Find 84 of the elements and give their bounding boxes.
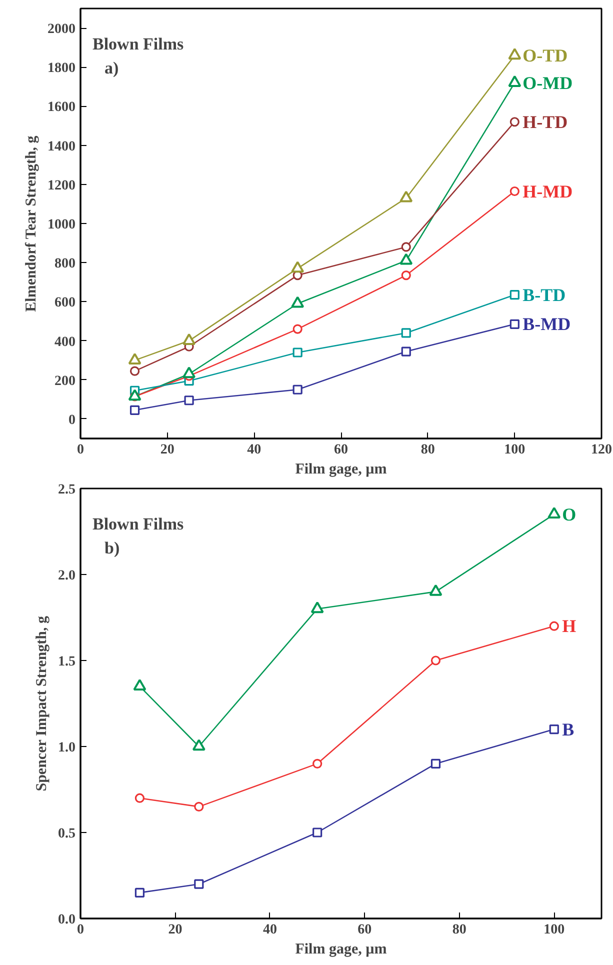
x-tick-label: 40	[247, 442, 262, 458]
x-tick-label: 80	[420, 442, 435, 458]
point	[130, 405, 140, 415]
x-tick-label: 100	[544, 922, 565, 938]
series-label: H	[562, 616, 576, 636]
point	[182, 333, 196, 345]
x-tick-label: 40	[262, 922, 277, 938]
point	[128, 389, 142, 401]
x-axis-title: Film gage, µm	[295, 942, 388, 958]
y-tick-label: 800	[54, 256, 76, 272]
point	[184, 396, 194, 406]
point	[401, 242, 411, 252]
point	[510, 290, 520, 300]
point	[194, 879, 204, 889]
y-tick-label: 1600	[48, 100, 76, 116]
y-tick-label: 0.0	[58, 912, 76, 928]
point	[134, 888, 145, 898]
y-axis-title: Elmendorf Tear Strength, g	[24, 135, 40, 312]
x-tick-label: 60	[358, 922, 372, 938]
point	[194, 802, 204, 812]
series-label: H-TD	[522, 112, 568, 132]
y-tick-label: 1000	[48, 218, 76, 232]
series-label: B-MD	[522, 314, 571, 334]
x-tick-label: 80	[452, 922, 466, 938]
x-tick-label: 100	[504, 442, 526, 458]
x-tick-label: 20	[160, 442, 174, 458]
x-axis-title: Film gage, µm	[295, 462, 388, 478]
point	[292, 384, 302, 394]
point	[429, 584, 442, 596]
point	[548, 506, 561, 518]
point	[430, 758, 441, 768]
series-label: O-TD	[522, 45, 568, 66]
x-tick-label: 120	[591, 442, 612, 458]
y-tick-label: 1.0	[58, 740, 76, 756]
point	[549, 724, 559, 734]
point	[291, 296, 304, 308]
x-tick-label: 60	[334, 442, 348, 458]
series-label: B	[562, 719, 574, 740]
point	[292, 324, 302, 334]
point	[510, 186, 520, 196]
y-tick-label: 1800	[48, 61, 76, 76]
point	[401, 270, 411, 280]
y-tick-label: 2000	[48, 22, 76, 38]
point	[134, 793, 145, 803]
point	[192, 739, 206, 751]
point	[291, 261, 304, 273]
y-tick-label: 0.5	[58, 826, 76, 842]
y-tick-label: 1.5	[58, 654, 76, 670]
y-tick-label: 0	[68, 412, 76, 428]
point	[508, 75, 522, 87]
y-tick-label: 1400	[48, 139, 76, 154]
point	[128, 352, 142, 364]
series-label: O	[562, 504, 576, 524]
point	[401, 346, 411, 356]
point	[430, 656, 441, 666]
series-label: O-MD	[522, 72, 573, 93]
point	[510, 319, 520, 329]
series-label: H-MD	[522, 181, 573, 202]
y-tick-label: 200	[54, 374, 76, 389]
y-tick-label: 2.5	[58, 482, 76, 498]
y-tick-label: 400	[54, 334, 76, 350]
y-tick-label: 2.0	[58, 568, 76, 584]
point	[182, 366, 196, 378]
y-axis-title: Spencer Impact Strength, g	[34, 616, 50, 792]
point	[312, 758, 322, 768]
point	[133, 678, 146, 690]
point	[510, 117, 520, 127]
series-label: B-TD	[522, 284, 566, 305]
point	[312, 828, 322, 838]
annotation: a)	[104, 58, 119, 78]
point	[292, 348, 302, 358]
point	[310, 602, 324, 614]
x-tick-label: 20	[168, 922, 182, 938]
point	[130, 366, 140, 376]
point	[400, 190, 413, 202]
y-tick-label: 600	[54, 296, 76, 311]
annotation: Blown Films	[92, 514, 184, 534]
annotation: b)	[104, 538, 120, 558]
annotation: Blown Films	[92, 34, 184, 54]
point	[549, 621, 559, 631]
point	[508, 48, 522, 60]
y-tick-label: 1200	[48, 178, 76, 194]
point	[401, 328, 411, 338]
point	[400, 253, 413, 265]
